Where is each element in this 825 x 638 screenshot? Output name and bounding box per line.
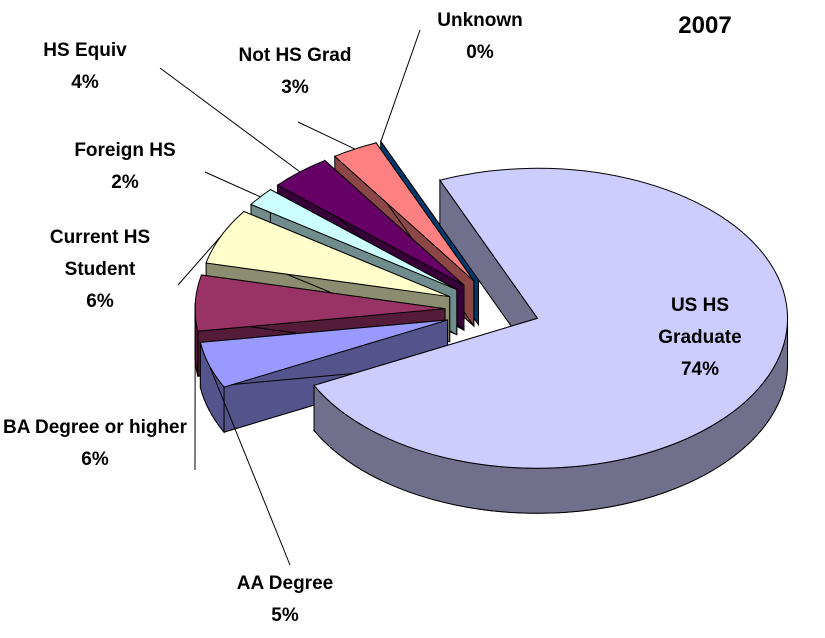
leader-line [159,67,301,173]
slice-label: AA Degree 5% [205,568,365,632]
slice-name: Foreign HS [74,140,176,161]
leader-line [177,235,222,286]
slice-top [333,142,475,282]
slice-label: Current HS Student 6% [25,222,175,318]
slice-top [205,210,450,298]
slice-name: Current HS Student [49,227,151,280]
slice-value: 5% [271,605,299,626]
leader-line [380,29,421,142]
slice-value: 6% [86,291,114,312]
slice-label: Not HS Grad 3% [210,40,380,104]
slice-name: Not HS Grad [238,45,352,66]
slice-name: Unknown [437,10,523,31]
slice-value: 6% [81,449,109,470]
slice-label: HS Equiv 4% [30,35,140,99]
slice-value: 3% [281,77,309,98]
slice-top [276,159,465,286]
slice-name: HS Equiv [43,40,127,61]
leader-line [204,171,261,198]
leader-line [208,365,291,566]
slice-top [250,189,458,291]
slice-label: BA Degree or higher 6% [0,412,190,476]
slice-label: Foreign HS 2% [45,135,205,199]
leader-line [297,121,356,150]
slice-name: AA Degree [236,573,334,594]
slice-label: US HS Graduate 74% [640,290,760,386]
pie-slice [313,167,789,514]
slice-value: 74% [680,359,720,380]
slice-value: 4% [71,72,99,93]
chart-title: 2007 [678,12,732,39]
slice-name: US HS Graduate [658,295,742,348]
slice-name: BA Degree or higher [2,417,188,438]
slice-value: 2% [111,172,139,193]
slice-top [313,167,789,469]
slice-value: 0% [466,42,494,63]
slice-label: Unknown 0% [410,5,550,69]
